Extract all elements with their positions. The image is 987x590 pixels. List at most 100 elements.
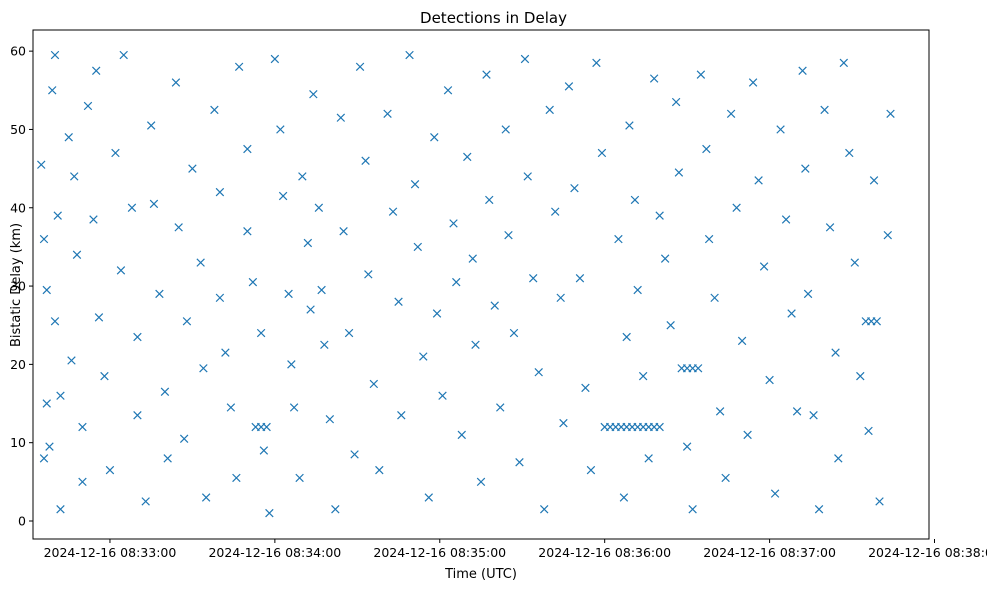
data-point (278, 191, 288, 201)
data-point (682, 442, 692, 451)
data-point (48, 86, 57, 95)
data-point (179, 434, 189, 443)
data-point (188, 164, 197, 173)
data-point (196, 258, 205, 267)
data-point (42, 285, 51, 295)
data-point (831, 348, 840, 357)
data-point (575, 274, 585, 283)
data-point (45, 442, 54, 451)
data-point (633, 285, 642, 295)
data-point (856, 371, 865, 381)
data-point (765, 375, 774, 385)
x-axis-ticks: 2024-12-16 08:33:00 2024-12-16 08:34:00 20… (44, 539, 987, 560)
data-point (369, 379, 379, 389)
data-point (869, 176, 879, 185)
data-point (528, 274, 538, 283)
data-point (787, 309, 796, 318)
data-point (501, 125, 510, 134)
data-point (303, 238, 313, 248)
data-point (550, 207, 560, 216)
data-point (56, 391, 65, 400)
data-point (78, 477, 87, 487)
data-point (886, 109, 895, 119)
data-point (100, 371, 109, 381)
data-point (78, 422, 87, 432)
data-point (432, 309, 442, 318)
x-axis-label: Time (UTC) (444, 567, 517, 582)
data-point (331, 505, 340, 514)
data-point (72, 250, 82, 259)
data-point (850, 258, 860, 267)
data-point (845, 148, 854, 158)
data-point (50, 317, 60, 326)
data-point (317, 285, 326, 295)
data-point (83, 101, 93, 111)
data-point (89, 215, 98, 224)
data-point (523, 172, 532, 181)
y-tick-label: 30 (10, 279, 26, 294)
data-point (243, 144, 252, 154)
y-axis-label: Bistatic Delay (km) (9, 223, 24, 347)
data-point (394, 297, 403, 306)
data-point (210, 105, 219, 115)
data-point (748, 78, 758, 87)
data-point (592, 58, 601, 68)
data-point (388, 207, 398, 216)
y-tick-label: 10 (10, 435, 26, 450)
data-point (160, 387, 170, 397)
data-point (702, 144, 711, 154)
data-point (581, 383, 590, 393)
data-point (413, 242, 423, 252)
data-point (419, 352, 428, 361)
data-point (814, 505, 824, 514)
data-point (781, 215, 791, 224)
y-axis-ticks: 0 10 20 30 40 50 60 (10, 44, 33, 528)
data-point (792, 407, 802, 416)
data-point (839, 58, 849, 68)
y-tick-label: 40 (10, 200, 26, 215)
chart-title: Detections in Delay (420, 9, 567, 27)
data-point (119, 50, 128, 60)
data-point (70, 172, 79, 181)
data-point (174, 223, 183, 232)
data-point (737, 336, 747, 346)
data-point (655, 422, 664, 432)
data-point (801, 164, 810, 173)
data-point (234, 62, 244, 72)
data-point (116, 266, 126, 275)
data-point (534, 367, 543, 377)
data-point (127, 203, 137, 212)
data-point (424, 493, 434, 502)
data-point (339, 227, 348, 236)
plot-area-frame (32, 29, 930, 540)
data-point (215, 187, 225, 197)
data-point (457, 430, 466, 440)
data-point (163, 454, 172, 463)
y-tick-label: 50 (10, 122, 26, 137)
data-point (155, 289, 164, 299)
data-point (759, 262, 769, 271)
data-point (298, 172, 307, 181)
data-point (649, 74, 659, 83)
data-point (875, 497, 884, 506)
data-point (133, 411, 142, 420)
data-point (644, 454, 653, 463)
data-point (704, 234, 714, 244)
data-point (111, 148, 120, 158)
data-point (638, 371, 648, 381)
data-point (276, 125, 285, 134)
x-tick-label: 2024-12-16 08:38:00 (868, 545, 987, 560)
data-point (625, 121, 634, 130)
y-tick-label: 60 (10, 44, 26, 59)
data-point (295, 473, 304, 483)
data-point (468, 254, 477, 263)
data-point (710, 293, 719, 303)
data-point (671, 97, 681, 107)
data-point (39, 234, 49, 244)
data-point (105, 465, 115, 475)
data-point (314, 203, 324, 212)
data-point (539, 505, 549, 514)
data-point (564, 82, 574, 91)
data-point (504, 230, 513, 240)
data-point (375, 465, 384, 475)
